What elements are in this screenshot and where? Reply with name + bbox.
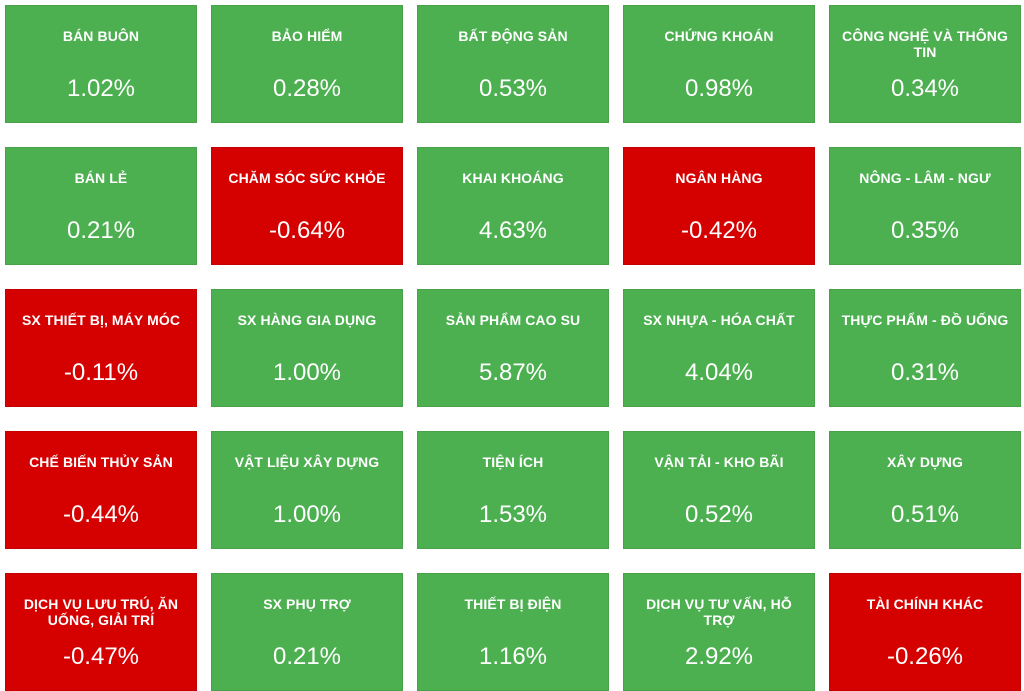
sector-tile[interactable]: SX PHỤ TRỢ 0.21% (211, 573, 403, 691)
sector-tile[interactable]: TIỆN ÍCH 1.53% (417, 431, 609, 549)
sector-name: VẬN TẢI - KHO BÃI (654, 454, 784, 470)
sector-tile[interactable]: CHĂM SÓC SỨC KHỎE -0.64% (211, 147, 403, 265)
sector-name: XÂY DỰNG (887, 454, 963, 470)
sector-change-percent: 1.53% (478, 501, 548, 528)
sector-tile[interactable]: SX HÀNG GIA DỤNG 1.00% (211, 289, 403, 407)
sector-name: CHỨNG KHOÁN (664, 28, 774, 44)
sector-change-percent: 0.28% (272, 75, 342, 102)
sector-change-percent: 0.31% (890, 359, 960, 386)
sector-tile[interactable]: SX THIẾT BỊ, MÁY MÓC -0.11% (5, 289, 197, 407)
sector-tile[interactable]: NÔNG - LÂM - NGƯ 0.35% (829, 147, 1021, 265)
sector-tile[interactable]: BẢO HIỂM 0.28% (211, 5, 403, 123)
sector-change-percent: 1.00% (272, 501, 342, 528)
sector-heatmap-grid: BÁN BUÔN 1.02% BẢO HIỂM 0.28% BẤT ĐỘNG SẢN 0.… (5, 5, 1021, 691)
sector-tile[interactable]: XÂY DỰNG 0.51% (829, 431, 1021, 549)
sector-name: SX HÀNG GIA DỤNG (237, 312, 377, 328)
sector-tile[interactable]: TÀI CHÍNH KHÁC -0.26% (829, 573, 1021, 691)
sector-change-percent: 0.98% (684, 75, 754, 102)
sector-name: TÀI CHÍNH KHÁC (866, 596, 984, 612)
sector-change-percent: 0.21% (272, 643, 342, 670)
sector-tile[interactable]: SX NHỰA - HÓA CHẤT 4.04% (623, 289, 815, 407)
sector-change-percent: 5.87% (478, 359, 548, 386)
sector-name: THIẾT BỊ ĐIỆN (464, 596, 562, 612)
sector-tile[interactable]: BẤT ĐỘNG SẢN 0.53% (417, 5, 609, 123)
sector-tile[interactable]: KHAI KHOÁNG 4.63% (417, 147, 609, 265)
sector-change-percent: 0.34% (890, 75, 960, 102)
sector-tile[interactable]: DỊCH VỤ TƯ VẤN, HỖ TRỢ 2.92% (623, 573, 815, 691)
sector-name: VẬT LIỆU XÂY DỰNG (234, 454, 380, 470)
sector-name: BÁN BUÔN (62, 28, 140, 44)
sector-name: DỊCH VỤ TƯ VẤN, HỖ TRỢ (646, 596, 792, 628)
sector-change-percent: 0.35% (890, 217, 960, 244)
sector-change-percent: 1.16% (478, 643, 548, 670)
sector-change-percent: 0.52% (684, 501, 754, 528)
sector-tile[interactable]: CÔNG NGHỆ VÀ THÔNG TIN 0.34% (829, 5, 1021, 123)
sector-name: SX NHỰA - HÓA CHẤT (643, 312, 795, 328)
sector-name: CÔNG NGHỆ VÀ THÔNG TIN (842, 28, 1008, 60)
sector-name: BẢO HIỂM (271, 28, 343, 44)
sector-name: DỊCH VỤ LƯU TRÚ, ĂN UỐNG, GIẢI TRÍ (23, 596, 179, 628)
sector-change-percent: 1.00% (272, 359, 342, 386)
sector-tile[interactable]: CHẾ BIẾN THỦY SẢN -0.44% (5, 431, 197, 549)
sector-tile[interactable]: SẢN PHẨM CAO SU 5.87% (417, 289, 609, 407)
sector-name: SẢN PHẨM CAO SU (445, 312, 581, 328)
sector-change-percent: 0.53% (478, 75, 548, 102)
sector-name: SX PHỤ TRỢ (263, 596, 351, 612)
sector-tile[interactable]: BÁN LẺ 0.21% (5, 147, 197, 265)
sector-name: CHĂM SÓC SỨC KHỎE (228, 170, 386, 186)
sector-name: CHẾ BIẾN THỦY SẢN (29, 454, 173, 470)
sector-change-percent: 1.02% (66, 75, 136, 102)
sector-name: BÁN LẺ (74, 170, 128, 186)
sector-name: KHAI KHOÁNG (462, 170, 564, 186)
sector-tile[interactable]: VẬN TẢI - KHO BÃI 0.52% (623, 431, 815, 549)
sector-tile[interactable]: CHỨNG KHOÁN 0.98% (623, 5, 815, 123)
sector-change-percent: -0.11% (63, 359, 139, 386)
sector-tile[interactable]: THIẾT BỊ ĐIỆN 1.16% (417, 573, 609, 691)
sector-name: NÔNG - LÂM - NGƯ (859, 170, 991, 186)
sector-change-percent: 0.21% (66, 217, 136, 244)
sector-change-percent: -0.47% (62, 643, 140, 670)
sector-name: BẤT ĐỘNG SẢN (458, 28, 568, 44)
sector-change-percent: 0.51% (890, 501, 960, 528)
sector-tile[interactable]: DỊCH VỤ LƯU TRÚ, ĂN UỐNG, GIẢI TRÍ -0.47% (5, 573, 197, 691)
sector-change-percent: 4.63% (478, 217, 548, 244)
sector-name: TIỆN ÍCH (482, 454, 544, 470)
sector-tile[interactable]: BÁN BUÔN 1.02% (5, 5, 197, 123)
sector-name: SX THIẾT BỊ, MÁY MÓC (21, 312, 181, 328)
sector-name: THỰC PHẨM - ĐỒ UỐNG (841, 312, 1009, 328)
sector-change-percent: 2.92% (684, 643, 754, 670)
sector-change-percent: 4.04% (684, 359, 754, 386)
sector-change-percent: -0.64% (268, 217, 346, 244)
sector-change-percent: -0.42% (680, 217, 758, 244)
sector-change-percent: -0.44% (62, 501, 140, 528)
sector-change-percent: -0.26% (886, 643, 964, 670)
sector-tile[interactable]: VẬT LIỆU XÂY DỰNG 1.00% (211, 431, 403, 549)
sector-tile[interactable]: THỰC PHẨM - ĐỒ UỐNG 0.31% (829, 289, 1021, 407)
sector-name: NGÂN HÀNG (675, 170, 763, 186)
sector-tile[interactable]: NGÂN HÀNG -0.42% (623, 147, 815, 265)
